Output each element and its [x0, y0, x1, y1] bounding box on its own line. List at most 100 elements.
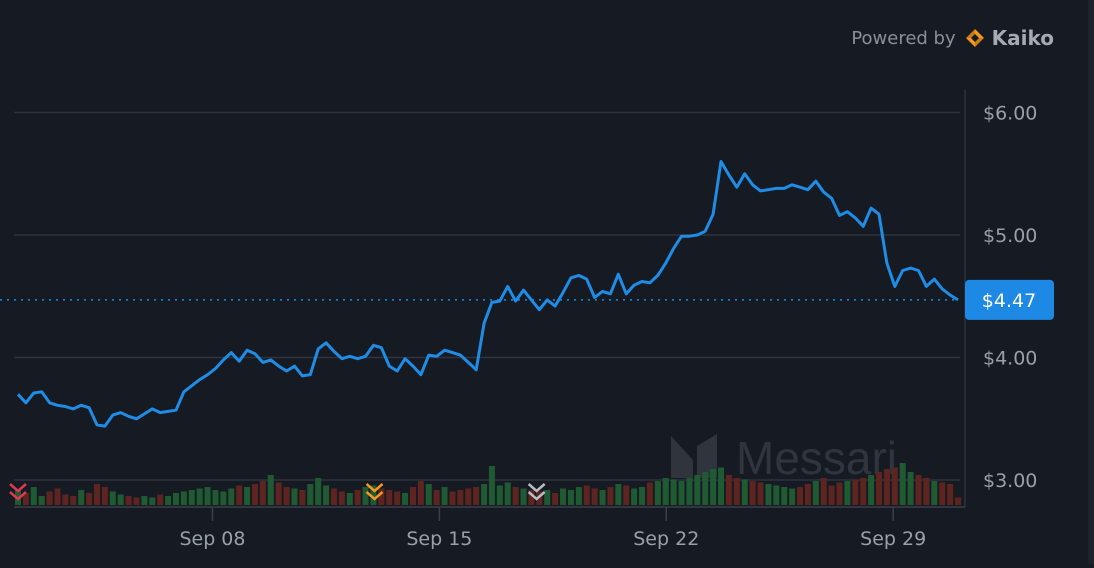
volume-bar: [789, 488, 796, 505]
volume-bar: [188, 490, 195, 505]
volume-bar: [220, 491, 227, 505]
volume-bar: [204, 487, 211, 505]
volume-bar: [725, 475, 732, 505]
volume-bar: [773, 485, 780, 505]
volume-bar: [125, 496, 132, 505]
volume-bar: [275, 482, 282, 505]
volume-bar: [883, 469, 890, 505]
volume-bar: [607, 487, 614, 505]
volume-bar: [473, 487, 480, 505]
volume-bar: [315, 478, 322, 505]
volume-bar: [710, 469, 717, 505]
volume-bar: [899, 463, 906, 505]
volume-bar: [512, 487, 519, 505]
double-chevron-down-icon: [365, 483, 384, 501]
volume-bar: [599, 490, 606, 505]
volume-bar: [923, 478, 930, 505]
powered-by-label: Powered by: [851, 27, 956, 49]
volume-bar: [757, 482, 764, 505]
volume-bar: [639, 487, 646, 505]
kaiko-logo-icon: [965, 29, 984, 47]
volume-bar: [915, 475, 922, 505]
volume-bar: [101, 487, 108, 505]
volume-bar: [891, 467, 898, 505]
volume-bar: [749, 481, 756, 505]
volume-bar: [362, 487, 369, 505]
messari-logo-icon: [671, 434, 717, 478]
volume-bar: [30, 487, 37, 505]
volume-bar: [575, 487, 582, 505]
volume-bar: [354, 490, 361, 505]
volume-bar: [307, 484, 314, 505]
volume-bar: [172, 493, 179, 505]
volume-bar: [560, 488, 567, 505]
volume-bar: [196, 488, 203, 505]
volume-bar: [741, 479, 748, 505]
volume-bar: [686, 478, 693, 505]
volume-bar: [662, 478, 669, 505]
volume-bar: [117, 494, 124, 505]
volume-bar: [552, 493, 559, 505]
volume-bar: [567, 490, 574, 505]
volume-bar: [868, 475, 875, 505]
volume-bar: [283, 487, 290, 505]
volume-bar: [583, 485, 590, 505]
volume-bar: [907, 472, 914, 505]
volume-bar: [496, 485, 503, 505]
volume-bar: [228, 488, 235, 505]
volume-bar: [267, 475, 274, 505]
volume-bar: [38, 496, 45, 505]
volume-bar: [528, 490, 535, 505]
kaiko-brand[interactable]: Kaiko: [964, 26, 1054, 50]
x-tick-label: Sep 08: [179, 528, 245, 550]
volume-bar: [394, 491, 401, 505]
panel-edge: [1088, 0, 1094, 564]
volume-bar: [646, 482, 653, 505]
volume-bar: [465, 488, 472, 505]
volume-bar: [346, 493, 353, 505]
y-tick-label: $4.00: [983, 348, 1037, 370]
volume-bar: [457, 490, 464, 505]
volume-bar: [109, 491, 116, 505]
last-price-label: $4.47: [982, 290, 1036, 312]
volume-bar: [631, 488, 638, 505]
volume-bar: [670, 479, 677, 505]
volume-bar: [860, 478, 867, 505]
volume-bar: [259, 481, 266, 505]
double-chevron-down-icon: [9, 483, 27, 501]
y-tick-label: $6.00: [983, 103, 1037, 125]
price-line: [16, 160, 959, 428]
volume-bar: [797, 487, 804, 505]
y-tick-label: $5.00: [983, 225, 1037, 247]
volume-bar: [141, 496, 148, 505]
volume-bar: [433, 490, 440, 505]
volume-bar: [338, 491, 345, 505]
volume-bar: [133, 497, 140, 505]
volume-bar: [165, 496, 172, 505]
volume-bar: [488, 466, 495, 505]
volume-bar: [449, 491, 456, 505]
volume-bar: [844, 481, 851, 505]
volume-bar: [876, 472, 883, 505]
volume-bar: [678, 481, 685, 505]
volume-bar: [520, 488, 527, 505]
powered-by-attribution: Powered by Kaiko: [851, 26, 1054, 50]
volume-bar: [852, 479, 859, 505]
volume-bar: [702, 472, 709, 505]
volume-bar: [694, 475, 701, 505]
volume-bar: [212, 490, 219, 505]
x-tick-label: Sep 29: [860, 528, 926, 550]
volume-bar: [180, 491, 187, 505]
volume-bar: [718, 467, 725, 505]
volume-bar: [481, 484, 488, 505]
volume-bar: [378, 488, 385, 505]
volume-bar: [947, 484, 954, 505]
volume-bar: [828, 485, 835, 505]
volume-bar: [78, 490, 85, 505]
x-tick-label: Sep 22: [633, 528, 699, 550]
volume-bar: [954, 497, 962, 505]
volume-bar: [323, 485, 330, 505]
volume-bar: [425, 484, 432, 505]
volume-bar: [781, 487, 788, 505]
